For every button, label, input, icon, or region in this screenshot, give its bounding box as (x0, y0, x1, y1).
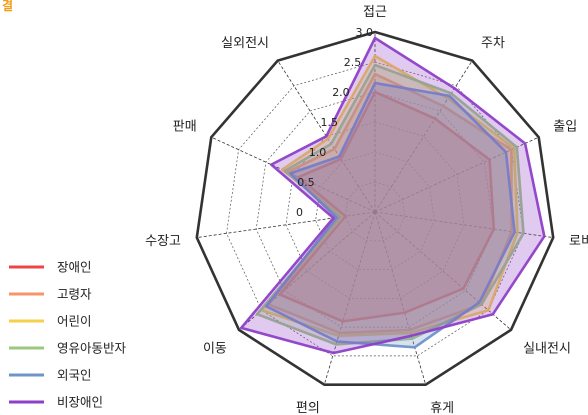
tick-label: 0.5 (297, 176, 315, 189)
category-label: 출입 (553, 120, 577, 135)
grid-ring (226, 61, 524, 357)
grid-ring (344, 181, 406, 242)
tick-label: 1.5 (321, 116, 339, 129)
series-polygon (260, 54, 519, 338)
outer-ring (195, 30, 555, 387)
category-label: 실외전시 (221, 36, 269, 51)
legend-label: 영유아동반자 (57, 341, 127, 356)
tick-label: 3.0 (356, 26, 374, 39)
grid-ring (285, 121, 465, 299)
category-label: 수장고 (145, 234, 181, 249)
series-polygon (278, 90, 496, 323)
corner-label: 결 (2, 0, 13, 13)
tick-label: 0 (296, 206, 303, 219)
series-polygon (255, 63, 525, 346)
radar-tick-labels: 0 0.5 1.0 1.5 2.0 2.5 3.0 (296, 26, 373, 219)
legend-label: 어린이 (57, 314, 92, 329)
radar-outer-frame (195, 30, 555, 387)
category-label: 휴게 (430, 401, 454, 415)
radar-series (239, 36, 546, 355)
grid-ring (315, 151, 435, 270)
series-polygon (239, 36, 546, 355)
category-label: 로비 (569, 234, 588, 249)
legend-label: 장애인 (57, 260, 92, 275)
category-label: 편의 (296, 401, 320, 415)
category-label: 이동 (203, 341, 227, 356)
category-label: 실내전시 (523, 341, 571, 356)
category-label: 주차 (481, 36, 505, 51)
category-label: 접근 (363, 5, 387, 20)
tick-label: 2.5 (344, 56, 362, 69)
legend-label: 비장애인 (57, 395, 103, 410)
category-label: 판매 (173, 120, 197, 135)
tick-label: 1.0 (309, 146, 327, 159)
grid-ring (255, 91, 495, 328)
legend-label: 고령자 (57, 287, 92, 302)
tick-label: 2.0 (332, 86, 350, 99)
series-polygon (267, 72, 513, 335)
legend-label: 외국인 (57, 368, 92, 383)
